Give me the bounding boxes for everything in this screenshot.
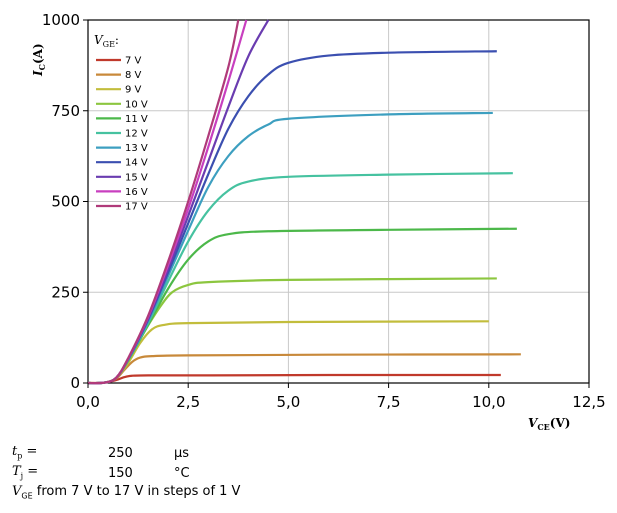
x-tick-label: 2,5: [176, 393, 200, 411]
x-tick-label: 0,0: [76, 393, 100, 411]
series-line-7v: [87, 373, 501, 385]
tj-value: 150: [108, 466, 133, 481]
y-tick-label: 750: [51, 102, 80, 120]
series-lines: [87, 19, 521, 385]
y-tick-label: 1000: [42, 11, 80, 29]
series-line-14v: [87, 50, 497, 385]
series-line-13v: [87, 111, 493, 385]
tp-unit: µs: [174, 446, 190, 461]
legend-title: VGE:: [94, 33, 119, 49]
note-vge: VGE from 7 V to 17 V in steps of 1 V: [12, 484, 240, 504]
y-axis-title: IC(A): [31, 43, 47, 77]
x-tick-label: 12,5: [572, 393, 605, 411]
axis-ticks: 0,0 2,5 5,0 7,5 10,0 12,5 0 250 500 750 1000: [42, 11, 606, 411]
legend: VGE: 7 V 8 V 9 V 10 V 11 V 12 V 13 V 14 V 15 V 16…: [94, 33, 148, 213]
legend-label: 14 V: [125, 158, 148, 169]
series-line-17v: [87, 19, 240, 385]
tj-symbol: Tj =: [12, 463, 39, 481]
legend-label: 8 V: [125, 70, 142, 81]
tp-symbol: tp =: [12, 443, 38, 461]
legend-label: 15 V: [125, 172, 148, 183]
vge-description: VGE from 7 V to 17 V in steps of 1 V: [12, 483, 241, 501]
x-tick-label: 7,5: [377, 393, 401, 411]
legend-label: 11 V: [125, 114, 148, 125]
tj-unit: °C: [174, 466, 190, 481]
legend-label: 16 V: [125, 187, 148, 198]
grid-lines: [88, 20, 589, 383]
legend-label: 7 V: [125, 56, 142, 67]
y-tick-label: 0: [70, 374, 80, 392]
y-tick-label: 250: [51, 283, 80, 301]
legend-label: 10 V: [125, 99, 148, 110]
x-tick-label: 10,0: [472, 393, 505, 411]
series-line-8v: [87, 353, 521, 385]
legend-label: 17 V: [125, 202, 148, 213]
legend-label: 9 V: [125, 85, 142, 96]
tp-value: 250: [108, 446, 133, 461]
note-tj: Tj = 150 °C: [12, 464, 240, 484]
legend-label: 13 V: [125, 143, 148, 154]
note-tp: tp = 250 µs: [12, 444, 240, 464]
x-axis-title: VCE(V): [528, 416, 570, 432]
legend-label: 12 V: [125, 129, 148, 140]
test-conditions: tp = 250 µs Tj = 150 °C VGE from 7 V to …: [12, 444, 240, 504]
x-tick-label: 5,0: [276, 393, 300, 411]
y-tick-label: 500: [51, 193, 80, 211]
chart: 0,0 2,5 5,0 7,5 10,0 12,5 0 250 500 750 1000 IC(A)…: [31, 11, 606, 432]
